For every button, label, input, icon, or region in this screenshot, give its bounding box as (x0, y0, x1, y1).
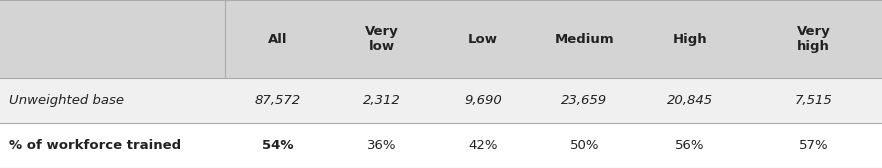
Text: 42%: 42% (468, 139, 497, 152)
Text: 20,845: 20,845 (667, 94, 714, 107)
Text: Unweighted base: Unweighted base (9, 94, 123, 107)
Bar (0, 123, 882, 168)
Text: 87,572: 87,572 (255, 94, 301, 107)
Bar (0, 0, 882, 78)
Text: 23,659: 23,659 (561, 94, 608, 107)
Text: Low: Low (467, 33, 498, 46)
Text: Medium: Medium (555, 33, 614, 46)
Text: 54%: 54% (262, 139, 294, 152)
Bar (0, 78, 882, 123)
Text: % of workforce trained: % of workforce trained (9, 139, 181, 152)
Text: 57%: 57% (799, 139, 828, 152)
Text: 56%: 56% (676, 139, 705, 152)
Text: 36%: 36% (367, 139, 396, 152)
Text: High: High (673, 33, 707, 46)
Text: All: All (268, 33, 288, 46)
Text: 50%: 50% (570, 139, 599, 152)
Text: 9,690: 9,690 (464, 94, 502, 107)
Text: 2,312: 2,312 (363, 94, 400, 107)
Text: Very
high: Very high (796, 25, 831, 53)
Text: Very
low: Very low (364, 25, 399, 53)
Text: 7,515: 7,515 (795, 94, 833, 107)
